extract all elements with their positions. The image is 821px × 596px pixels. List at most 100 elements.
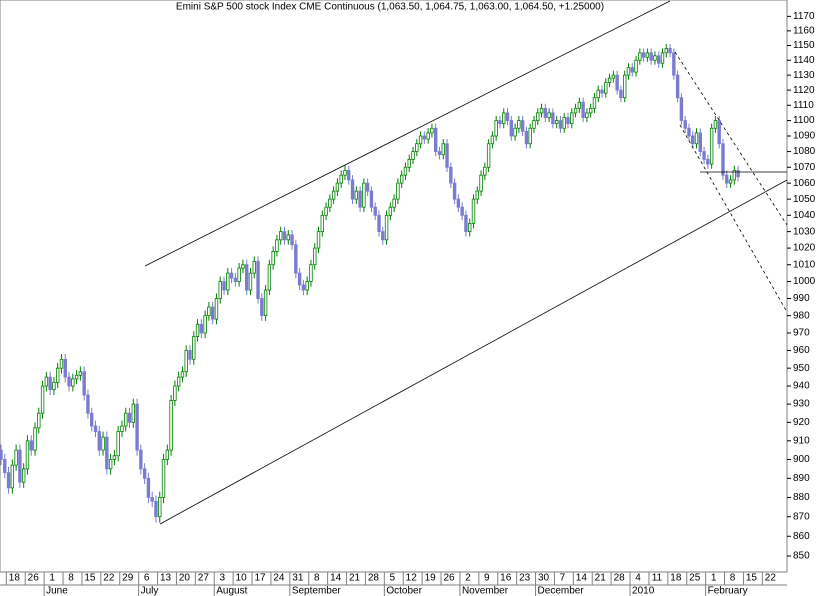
candle-body bbox=[626, 67, 631, 76]
candle-body bbox=[505, 112, 510, 121]
candle-body bbox=[14, 449, 18, 466]
candle-body bbox=[127, 412, 132, 423]
y-tick-label: 980 bbox=[793, 310, 810, 321]
candle-body bbox=[301, 284, 306, 291]
candle-body bbox=[192, 336, 196, 360]
month-label: July bbox=[141, 586, 159, 596]
candle-body bbox=[350, 179, 355, 200]
candle-body bbox=[381, 231, 385, 241]
candle-body bbox=[638, 52, 642, 61]
candle-body bbox=[570, 112, 574, 125]
candle-body bbox=[566, 117, 570, 125]
y-tick-label: 1130 bbox=[793, 70, 815, 81]
candle-body bbox=[320, 214, 324, 233]
candle-body bbox=[339, 174, 343, 184]
candle-body bbox=[399, 174, 404, 184]
candle-body bbox=[596, 89, 600, 99]
candle-body bbox=[290, 234, 294, 246]
candle-body bbox=[452, 182, 457, 200]
x-tick-label: 5 bbox=[390, 573, 396, 584]
candle-body bbox=[63, 358, 67, 378]
candle-body bbox=[248, 272, 253, 291]
candle-body bbox=[328, 198, 332, 208]
candle-body bbox=[207, 306, 211, 317]
candle-body bbox=[468, 223, 472, 233]
x-tick-label: 21 bbox=[595, 573, 607, 584]
channel-lower bbox=[159, 179, 788, 525]
candle-body bbox=[67, 376, 71, 387]
candle-body bbox=[717, 120, 721, 145]
candle-body bbox=[698, 132, 702, 152]
candle-body bbox=[294, 244, 298, 274]
candle-body bbox=[10, 464, 15, 489]
candle-body bbox=[74, 374, 79, 380]
x-tick-label: 3 bbox=[219, 573, 225, 584]
chart-title: Emini S&P 500 stock Index CME Continuous… bbox=[176, 2, 604, 13]
candle-body bbox=[539, 107, 544, 114]
y-tick-label: 1080 bbox=[793, 146, 816, 157]
x-tick-label: 14 bbox=[330, 573, 342, 584]
y-tick-label: 1020 bbox=[793, 243, 816, 254]
y-tick-label: 1060 bbox=[793, 178, 816, 189]
x-tick-label: 13 bbox=[160, 573, 172, 584]
candle-body bbox=[158, 497, 162, 518]
candle-body bbox=[139, 449, 143, 470]
candle-body bbox=[135, 403, 139, 451]
candle-body bbox=[120, 425, 124, 432]
candle-body bbox=[415, 143, 419, 152]
candle-body bbox=[536, 112, 540, 121]
x-tick-label: 18 bbox=[670, 573, 682, 584]
candle-body bbox=[154, 500, 158, 518]
candle-body bbox=[112, 455, 117, 460]
candle-body bbox=[365, 182, 370, 192]
x-tick-label: 1 bbox=[49, 573, 55, 584]
candle-body bbox=[210, 306, 215, 320]
candle-body bbox=[82, 371, 86, 396]
candle-body bbox=[736, 170, 740, 178]
candle-body bbox=[657, 55, 661, 64]
month-label: November bbox=[462, 586, 509, 596]
y-tick-label: 990 bbox=[793, 293, 810, 304]
x-tick-label: 27 bbox=[198, 573, 210, 584]
candle-body bbox=[388, 206, 393, 216]
candle-body bbox=[21, 468, 26, 483]
month-label: 2010 bbox=[632, 586, 655, 596]
y-tick-label: 1030 bbox=[793, 226, 816, 237]
candle-body bbox=[475, 190, 479, 200]
candle-body bbox=[418, 135, 423, 145]
candle-body bbox=[437, 151, 442, 156]
candle-body bbox=[426, 132, 430, 140]
candle-body bbox=[214, 298, 219, 320]
candle-body bbox=[237, 267, 241, 282]
candle-body bbox=[233, 277, 238, 282]
candle-body bbox=[471, 198, 476, 224]
candle-body bbox=[18, 449, 22, 483]
x-tick-label: 20 bbox=[179, 573, 191, 584]
candle-body bbox=[275, 239, 279, 252]
candle-body bbox=[532, 120, 536, 129]
candle-body bbox=[6, 472, 11, 489]
month-label: August bbox=[216, 586, 247, 596]
x-tick-label: 26 bbox=[28, 573, 40, 584]
candle-body bbox=[29, 440, 33, 451]
candle-body bbox=[558, 120, 563, 129]
y-tick-label: 930 bbox=[793, 399, 810, 410]
x-tick-label: 1 bbox=[711, 573, 717, 584]
y-tick-label: 870 bbox=[793, 511, 810, 522]
candle-body bbox=[373, 206, 377, 216]
candle-body bbox=[165, 449, 170, 460]
candle-body bbox=[630, 67, 634, 73]
candle-body bbox=[358, 190, 362, 208]
candle-body bbox=[668, 48, 672, 54]
x-tick-label: 22 bbox=[765, 573, 777, 584]
candle-body bbox=[464, 214, 468, 233]
x-tick-label: 18 bbox=[9, 573, 21, 584]
candle-body bbox=[547, 112, 551, 118]
month-label: June bbox=[46, 586, 68, 596]
candle-body bbox=[369, 190, 374, 208]
candle-body bbox=[709, 127, 714, 165]
candle-body bbox=[267, 264, 272, 291]
y-tick-label: 890 bbox=[793, 473, 810, 484]
x-tick-label: 29 bbox=[122, 573, 134, 584]
